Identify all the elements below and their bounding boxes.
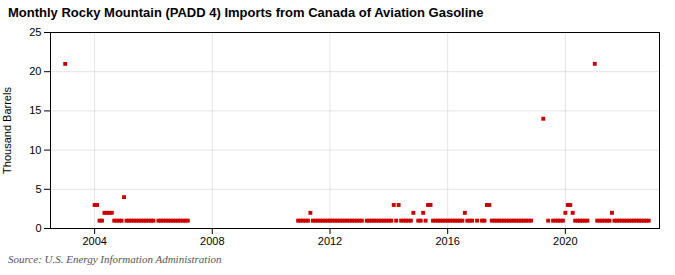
svg-text:15: 15 (29, 104, 41, 116)
svg-text:2004: 2004 (82, 235, 106, 247)
svg-text:2012: 2012 (318, 235, 342, 247)
svg-text:0: 0 (35, 222, 41, 234)
svg-text:10: 10 (29, 144, 41, 156)
svg-text:25: 25 (29, 26, 41, 38)
svg-text:2008: 2008 (200, 235, 224, 247)
svg-text:2016: 2016 (435, 235, 459, 247)
svg-text:Thousand Barrels: Thousand Barrels (1, 87, 13, 174)
html-text:Source: U.S. Energy Informatio: Source: U.S. Energy Information Administ… (8, 253, 222, 265)
svg-text:2020: 2020 (553, 235, 577, 247)
svg-text:5: 5 (35, 183, 41, 195)
svg-text:20: 20 (29, 65, 41, 77)
html-text:Monthly Rocky Mountain (PADD 4: Monthly Rocky Mountain (PADD 4) Imports … (8, 5, 484, 20)
